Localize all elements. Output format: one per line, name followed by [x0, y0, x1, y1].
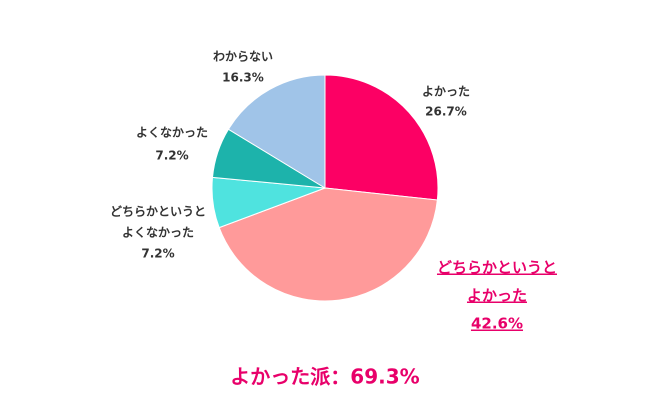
value-label: 42.6% [471, 315, 523, 333]
value-label: 7.2% [141, 247, 174, 261]
slice-label: どちらかというと [437, 259, 557, 277]
value-label: 26.7% [425, 105, 467, 119]
value-label: 7.2% [155, 149, 188, 163]
pie-slice [227, 74, 326, 189]
pie-slice [218, 187, 438, 302]
summary-annotation: よかった派：69.3% [230, 365, 419, 389]
slice-label: よかった [467, 287, 527, 305]
slice-label: よくなかった [122, 226, 194, 240]
slice-label: わからない [213, 50, 273, 64]
slice-label: どちらかというと [110, 205, 206, 219]
slice-label: よくなかった [136, 126, 208, 140]
slice-label: よかった [422, 85, 470, 99]
value-label: 16.3% [222, 71, 264, 85]
pie-slice [324, 74, 439, 201]
